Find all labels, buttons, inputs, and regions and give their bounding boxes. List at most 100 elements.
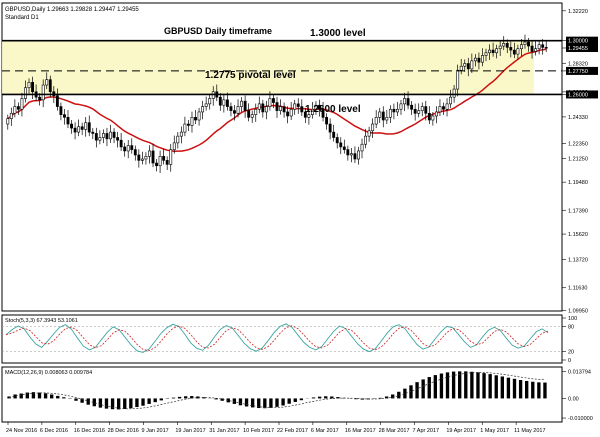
- candle-body: [222, 99, 226, 106]
- candle-body: [516, 48, 520, 55]
- candle-body: [349, 153, 353, 156]
- price-tick-label: 1.28320: [568, 61, 588, 67]
- date-tick-label: 28 Mar 2017: [379, 428, 410, 434]
- candle-body: [512, 49, 516, 55]
- candle-body: [541, 44, 545, 48]
- candle-body: [296, 103, 300, 107]
- candle-body: [261, 103, 265, 113]
- candle-body: [477, 57, 481, 63]
- candle-body: [84, 122, 88, 130]
- candle-body: [527, 41, 530, 47]
- price-tick-label: 1.27750: [568, 69, 588, 75]
- date-tick-label: 19 Jan 2017: [175, 428, 205, 434]
- candle-body: [109, 131, 112, 140]
- candle-body: [101, 133, 105, 138]
- date-axis: 24 Nov 2016 6 Dec 2016 16 Dec 2016 28 Dec 2…: [6, 422, 546, 434]
- label-1-3000: 1.3000 level: [310, 28, 366, 39]
- candle-body: [310, 108, 314, 115]
- candle-body: [374, 117, 378, 125]
- candle-body: [282, 106, 286, 113]
- candle-body: [442, 106, 445, 110]
- date-tick-label: 9 Jan 2017: [142, 428, 169, 434]
- price-tick-label: 1.17390: [568, 208, 588, 214]
- candle-body: [449, 96, 453, 105]
- candle-body: [80, 126, 84, 130]
- candle-body: [427, 112, 431, 121]
- macd-tick-label: 0.00: [568, 396, 579, 402]
- macd-label: MACD(12,26,9) 0.008063 0.009784: [5, 370, 92, 376]
- candle-body: [466, 63, 470, 70]
- candle-body: [410, 104, 414, 110]
- candle-body: [523, 41, 527, 45]
- candle-body: [247, 110, 251, 118]
- candle-body: [233, 110, 236, 114]
- candle-body: [342, 146, 346, 150]
- candle-body: [346, 149, 350, 156]
- macd-signal-line: [8, 372, 546, 410]
- stoch-tick-label: 20: [568, 350, 574, 356]
- candle-body: [151, 150, 155, 164]
- candle-body: [399, 103, 403, 110]
- candle-body: [484, 52, 488, 56]
- candle-body: [424, 106, 428, 114]
- date-tick-label: 31 Jan 2017: [209, 428, 239, 434]
- macd-tick-label: 0.013794: [568, 369, 591, 375]
- candle-body: [137, 154, 141, 161]
- candle-body: [353, 153, 357, 160]
- stoch-tick-label: 0: [568, 358, 571, 364]
- candle-body: [519, 44, 523, 50]
- candle-body: [208, 98, 212, 105]
- candle-body: [505, 43, 509, 48]
- candle-body: [534, 48, 538, 52]
- date-tick-label: 16 Mar 2017: [345, 428, 376, 434]
- level-lines: [2, 39, 562, 96]
- candle-body: [289, 108, 293, 117]
- candle-body: [392, 108, 396, 113]
- candle-body: [41, 84, 45, 101]
- candle-body: [243, 100, 247, 111]
- price-tick-label: 1.21250: [568, 156, 588, 162]
- candle-body: [59, 106, 63, 115]
- stoch-tick-label: 100: [568, 316, 577, 322]
- date-tick-label: 7 Apr 2017: [413, 428, 440, 434]
- price-tick-label: 1.15620: [568, 232, 588, 238]
- price-tick-label: 1.24330: [568, 115, 588, 121]
- chart-title: GBPUSD Daily timeframe: [164, 26, 272, 36]
- macd-axis: 0.013794 0.00 -0.010000: [562, 369, 593, 422]
- price-tag-bg: [566, 43, 598, 52]
- price-tag-bg: [566, 36, 598, 45]
- price-tag-bg: [566, 90, 598, 99]
- price-tick-label: 1.30000: [568, 39, 588, 45]
- candle-body: [456, 69, 460, 90]
- candle-body: [544, 47, 548, 49]
- candle-body: [275, 102, 279, 111]
- candle-body: [378, 111, 382, 118]
- candle-body: [201, 106, 205, 113]
- stochastic-label: Stoch(5,3,3) 67.3943 53.1061: [5, 318, 78, 324]
- candle-body: [406, 98, 410, 106]
- macd-histogram: [7, 371, 547, 410]
- price-tick-label: 1.19480: [568, 180, 588, 186]
- candle-body: [38, 96, 42, 101]
- candle-body: [169, 149, 173, 165]
- candle-body: [6, 118, 10, 125]
- candle-body: [112, 131, 116, 138]
- date-tick-label: 28 Dec 2016: [108, 428, 139, 434]
- candle-body: [300, 106, 304, 113]
- date-tick-label: 16 Dec 2016: [74, 428, 105, 434]
- candle-body: [126, 145, 130, 152]
- candle-body: [116, 137, 120, 141]
- template-header: Standard D1: [5, 15, 39, 21]
- candle-body: [179, 131, 183, 137]
- macd-tick-label: -0.010000: [568, 416, 593, 422]
- candle-body: [123, 146, 127, 152]
- candle-body: [502, 43, 506, 47]
- candle-body: [183, 123, 187, 133]
- price-tick-label: 1.22350: [568, 142, 588, 148]
- candle-body: [162, 156, 166, 161]
- price-axis: 1.322201.300001.294551.283201.277501.261…: [562, 9, 598, 314]
- candle-body: [119, 139, 123, 148]
- price-tick-label: 1.29455: [568, 46, 588, 52]
- candle-body: [140, 158, 144, 161]
- candle-body: [133, 149, 137, 156]
